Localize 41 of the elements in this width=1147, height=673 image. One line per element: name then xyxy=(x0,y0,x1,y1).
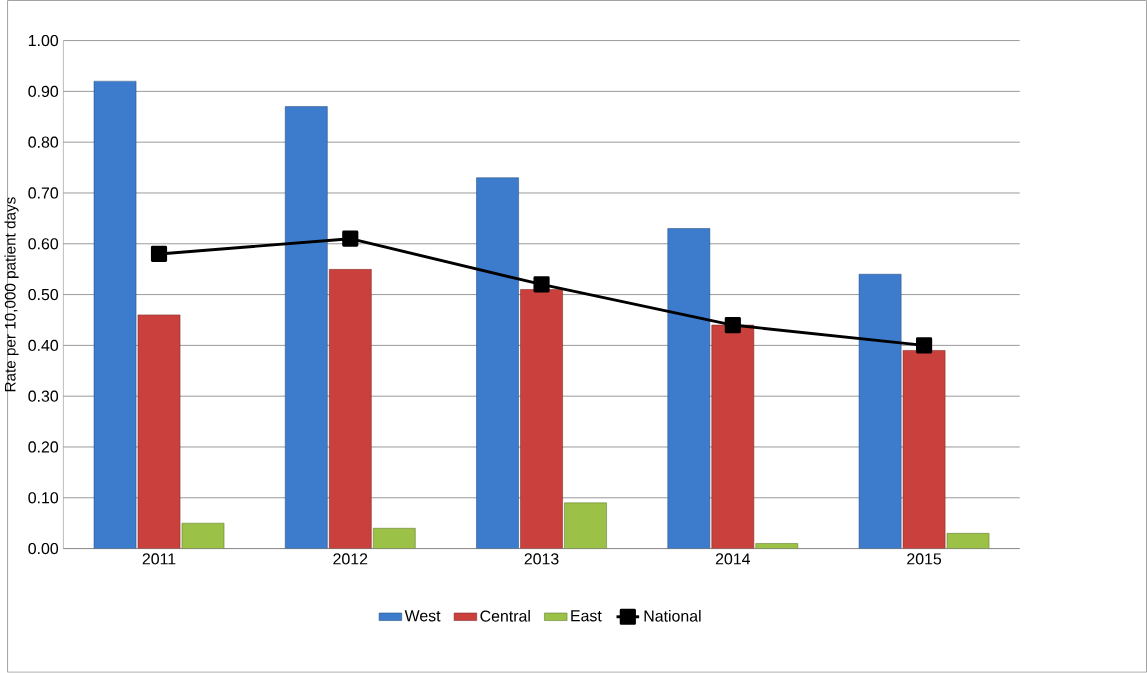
y-tick-label: 0.80 xyxy=(28,136,59,148)
bar xyxy=(137,314,181,549)
bar xyxy=(181,523,225,549)
y-tick-label: 0.30 xyxy=(28,390,59,402)
bar xyxy=(93,81,137,549)
y-tick-label: 0.00 xyxy=(28,543,59,555)
legend-label: Central xyxy=(480,610,530,622)
bar xyxy=(328,269,372,549)
bar xyxy=(372,528,416,549)
bar xyxy=(755,543,799,549)
y-tick-label: 0.10 xyxy=(28,492,59,504)
bar xyxy=(711,324,755,549)
y-tick-label: 0.40 xyxy=(28,339,59,352)
y-axis-title: Rate per 10,000 patient days xyxy=(4,197,19,392)
point xyxy=(533,276,550,293)
x-tick-label: 2015 xyxy=(907,553,942,565)
point xyxy=(342,230,359,247)
x-tick-label: 2013 xyxy=(524,553,559,565)
point xyxy=(915,337,933,354)
bar xyxy=(667,228,711,549)
point xyxy=(150,246,168,263)
bar xyxy=(858,274,902,549)
bar xyxy=(946,533,990,549)
bar xyxy=(284,106,328,549)
y-tick-label: 0.50 xyxy=(28,289,59,301)
legend-label: West xyxy=(404,610,441,622)
bar xyxy=(902,350,946,549)
x-tick-label: 2014 xyxy=(715,553,751,565)
y-tick-label: 0.20 xyxy=(28,441,59,453)
legend-label: East xyxy=(571,610,602,622)
point xyxy=(724,317,741,334)
y-tick-label: 1.00 xyxy=(28,35,59,47)
bar xyxy=(564,502,607,549)
bar xyxy=(520,289,563,549)
bar xyxy=(476,177,519,549)
y-tick-label: 0.70 xyxy=(28,187,59,199)
x-tick-label: 2012 xyxy=(333,553,368,565)
legend-label: National xyxy=(644,610,701,622)
y-tick-label: 0.60 xyxy=(28,238,59,250)
y-tick-label: 0.90 xyxy=(28,85,59,98)
x-tick-label: 2011 xyxy=(142,553,176,565)
